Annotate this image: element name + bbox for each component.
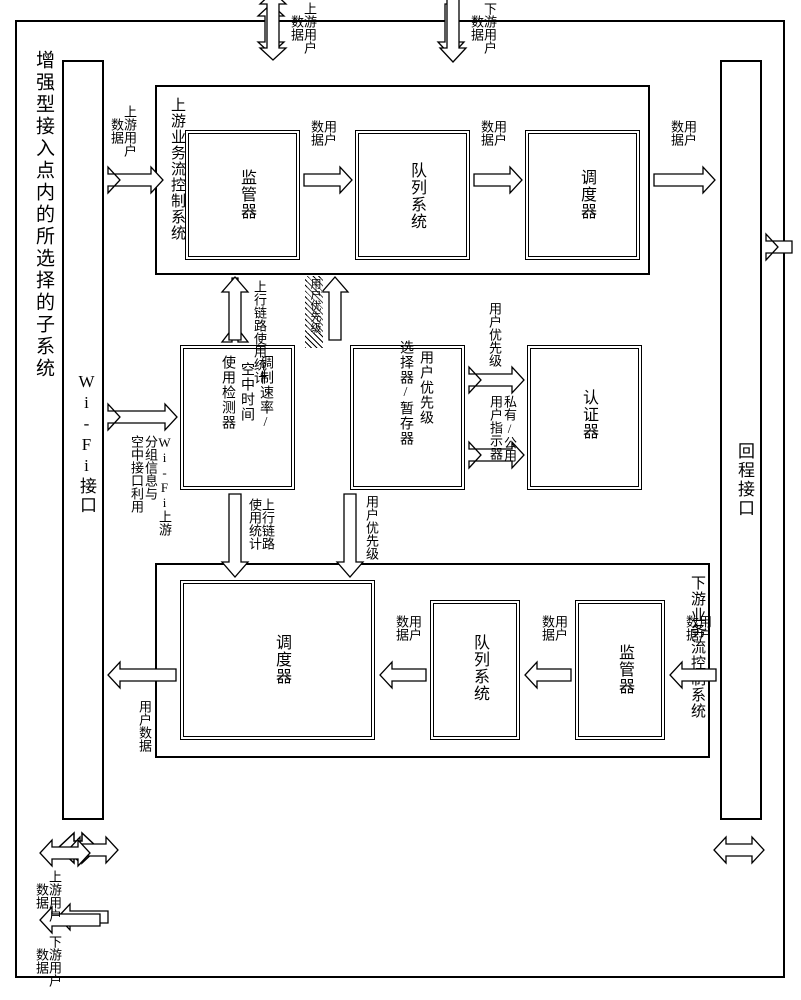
lbl-userdata-down-3b: 数据: [538, 615, 557, 641]
lbl-ext-top-down-2: 数据: [467, 15, 486, 41]
lbl-ext-top-up-2: 数据: [287, 15, 306, 41]
ext-right-arrows: [0, 0, 801, 1000]
